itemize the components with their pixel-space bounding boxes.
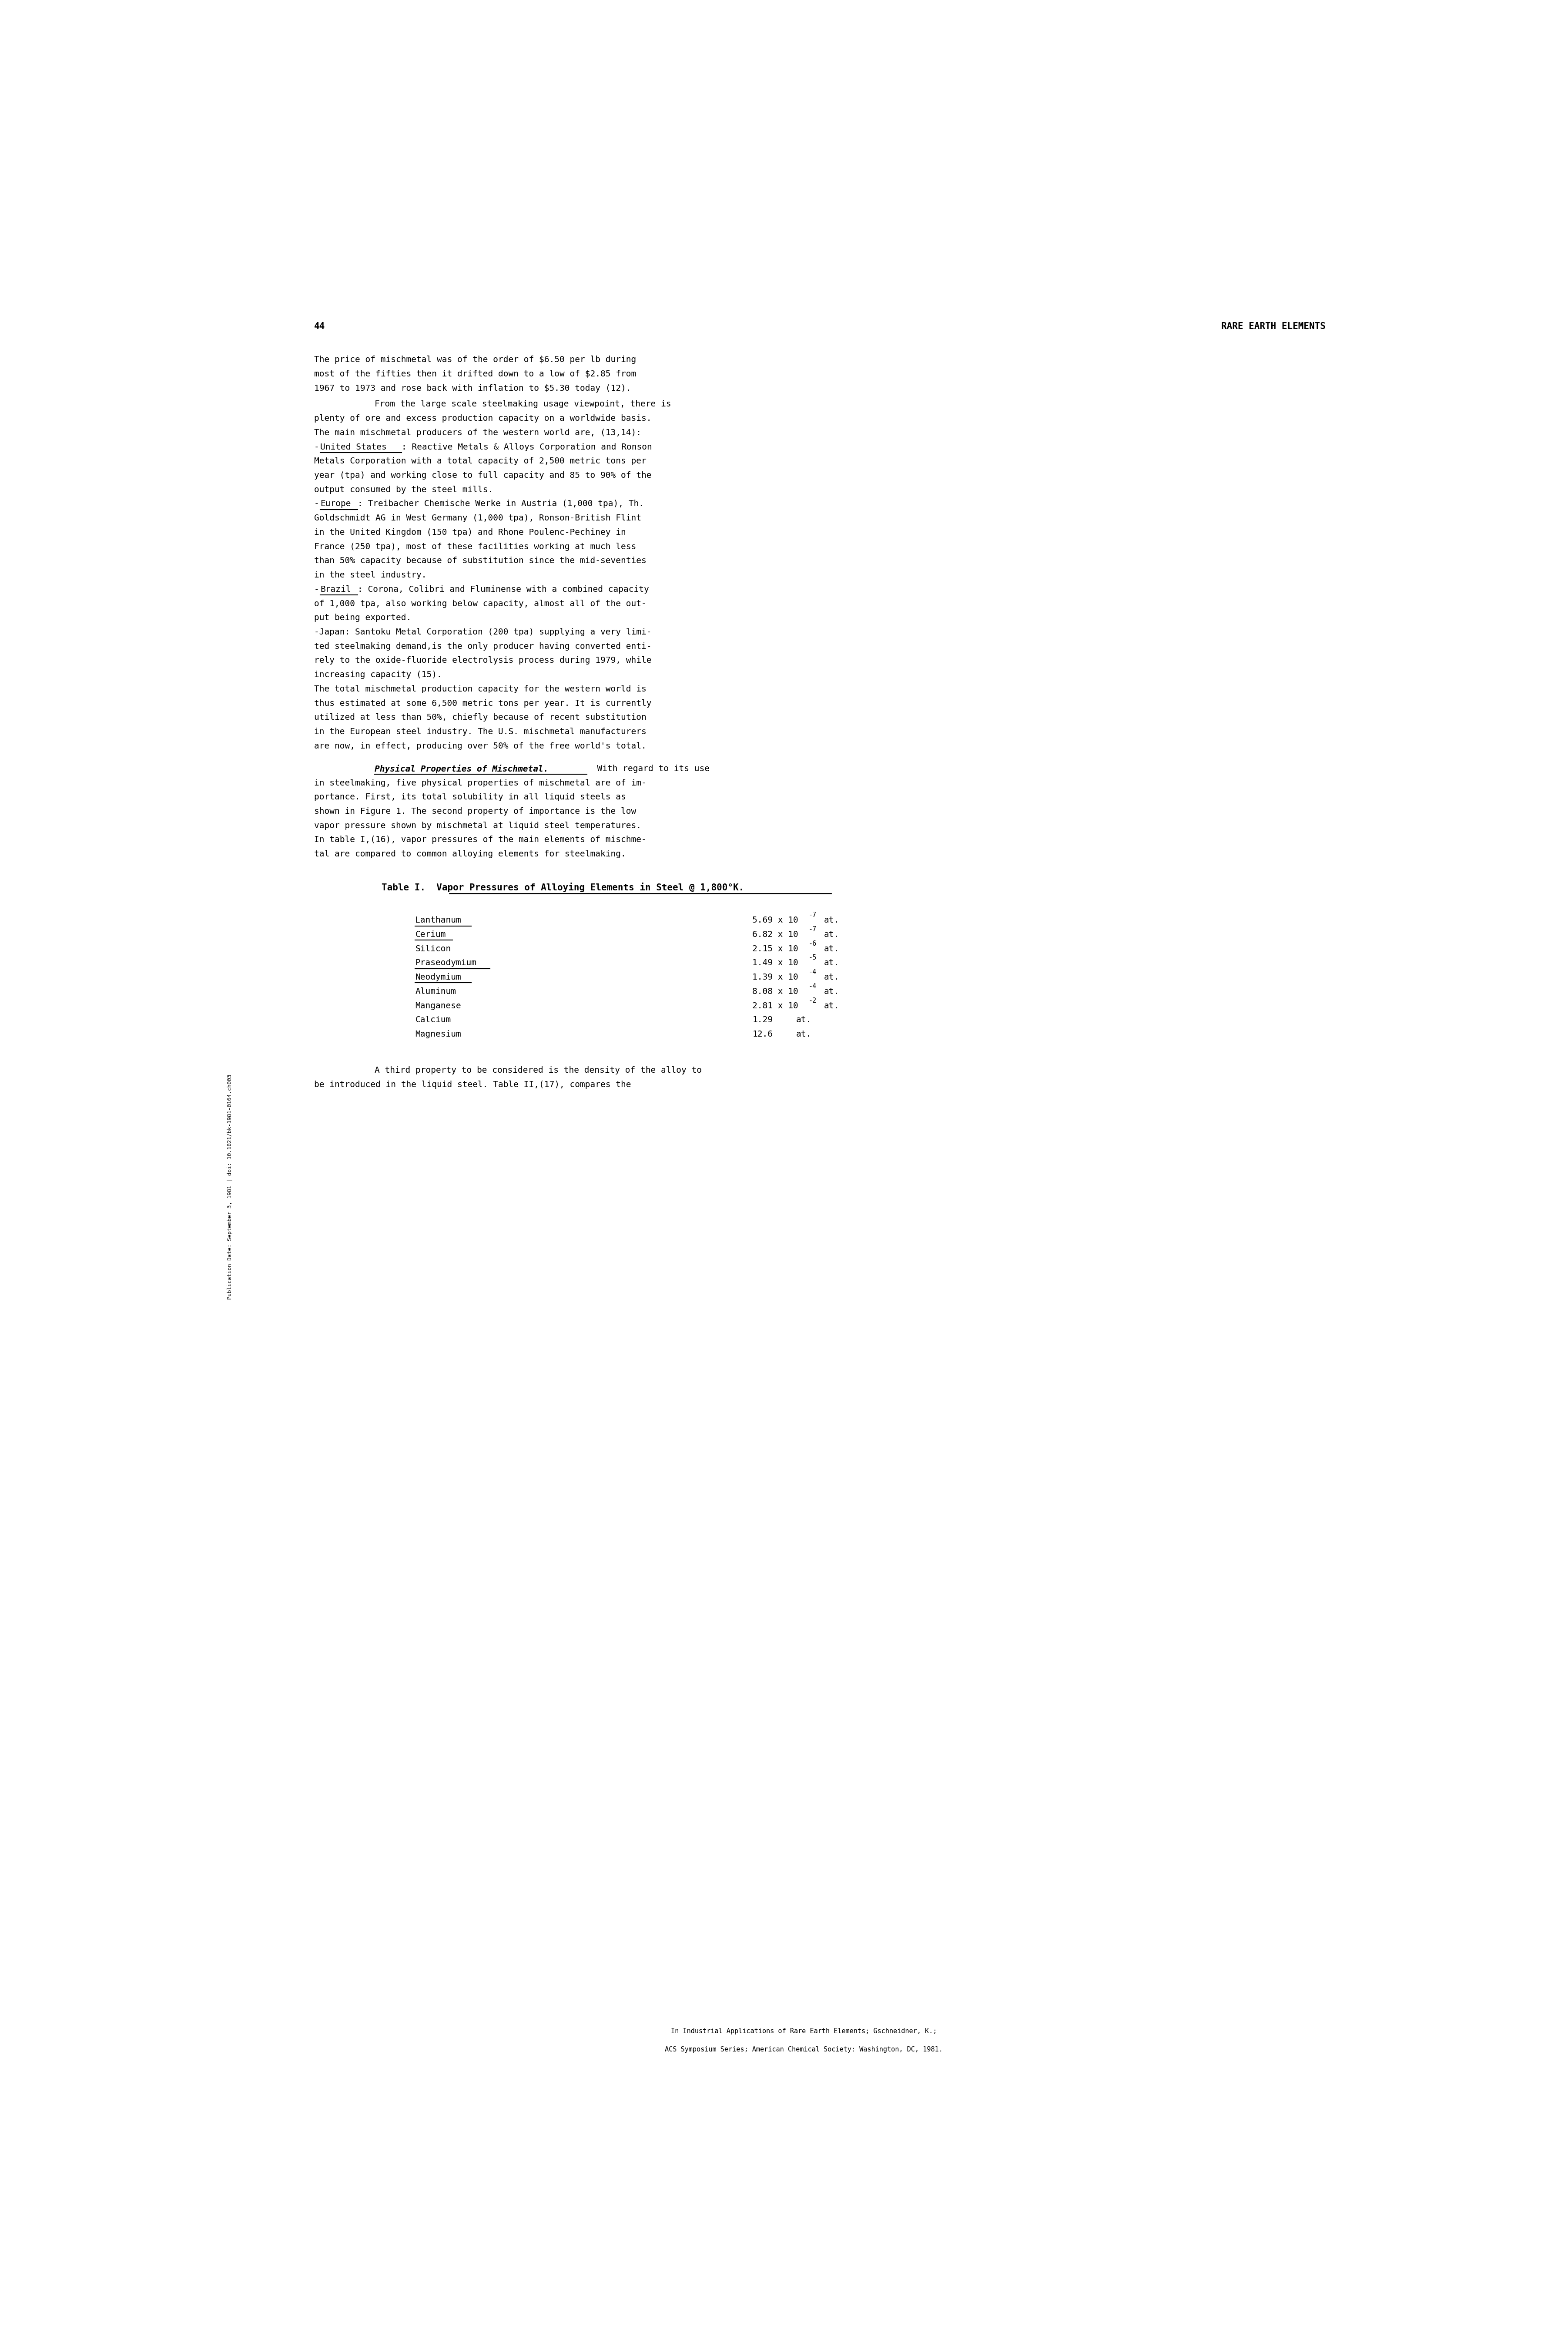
Text: The price of mischmetal was of the order of $6.50 per lb during: The price of mischmetal was of the order… bbox=[314, 355, 637, 364]
Text: rely to the oxide-fluoride electrolysis process during 1979, while: rely to the oxide-fluoride electrolysis … bbox=[314, 656, 651, 665]
Text: utilized at less than 50%, chiefly because of recent substitution: utilized at less than 50%, chiefly becau… bbox=[314, 714, 646, 721]
Text: The main mischmetal producers of the western world are, (13,14):: The main mischmetal producers of the wes… bbox=[314, 428, 641, 437]
Text: at.: at. bbox=[823, 1001, 839, 1010]
Text: Goldschmidt AG in West Germany (1,000 tpa), Ronson-British Flint: Goldschmidt AG in West Germany (1,000 tp… bbox=[314, 515, 641, 522]
Text: put being exported.: put being exported. bbox=[314, 613, 411, 623]
Text: 8.08 x 10: 8.08 x 10 bbox=[753, 987, 798, 996]
Text: From the large scale steelmaking usage viewpoint, there is: From the large scale steelmaking usage v… bbox=[375, 400, 671, 409]
Text: 6.82 x 10: 6.82 x 10 bbox=[753, 931, 798, 938]
Text: vapor pressure shown by mischmetal at liquid steel temperatures.: vapor pressure shown by mischmetal at li… bbox=[314, 822, 641, 830]
Text: With regard to its use: With regard to its use bbox=[586, 764, 709, 773]
Text: Brazil: Brazil bbox=[320, 585, 351, 595]
Text: United States: United States bbox=[320, 442, 387, 451]
Text: Physical Properties of Mischmetal.: Physical Properties of Mischmetal. bbox=[375, 764, 549, 773]
Text: -7: -7 bbox=[809, 926, 817, 933]
Text: Neodymium: Neodymium bbox=[416, 973, 461, 982]
Text: Lanthanum: Lanthanum bbox=[416, 916, 461, 924]
Text: -: - bbox=[314, 585, 320, 595]
Text: portance. First, its total solubility in all liquid steels as: portance. First, its total solubility in… bbox=[314, 792, 626, 801]
Text: In table I,(16), vapor pressures of the main elements of mischme-: In table I,(16), vapor pressures of the … bbox=[314, 837, 646, 844]
Text: France (250 tpa), most of these facilities working at much less: France (250 tpa), most of these faciliti… bbox=[314, 543, 637, 550]
Text: ACS Symposium Series; American Chemical Society: Washington, DC, 1981.: ACS Symposium Series; American Chemical … bbox=[665, 2047, 942, 2054]
Text: -4: -4 bbox=[809, 982, 817, 989]
Text: 12.6: 12.6 bbox=[753, 1029, 773, 1039]
Text: increasing capacity (15).: increasing capacity (15). bbox=[314, 670, 442, 679]
Text: 2.81 x 10: 2.81 x 10 bbox=[753, 1001, 798, 1010]
Text: at.: at. bbox=[795, 1015, 811, 1025]
Text: 5.69 x 10: 5.69 x 10 bbox=[753, 916, 798, 924]
Text: In Industrial Applications of Rare Earth Elements; Gschneidner, K.;: In Industrial Applications of Rare Earth… bbox=[671, 2028, 936, 2035]
Text: Publication Date: September 3, 1981 | doi: 10.1021/bk-1981-0164.ch003: Publication Date: September 3, 1981 | do… bbox=[227, 1074, 232, 1300]
Text: 1967 to 1973 and rose back with inflation to $5.30 today (12).: 1967 to 1973 and rose back with inflatio… bbox=[314, 383, 630, 392]
Text: : Corona, Colibri and Fluminense with a combined capacity: : Corona, Colibri and Fluminense with a … bbox=[358, 585, 649, 595]
Text: year (tpa) and working close to full capacity and 85 to 90% of the: year (tpa) and working close to full cap… bbox=[314, 472, 651, 479]
Text: in steelmaking, five physical properties of mischmetal are of im-: in steelmaking, five physical properties… bbox=[314, 778, 646, 787]
Text: Magnesium: Magnesium bbox=[416, 1029, 461, 1039]
Text: 1.29: 1.29 bbox=[753, 1015, 773, 1025]
Text: -: - bbox=[314, 501, 320, 508]
Text: -: - bbox=[314, 442, 320, 451]
Text: Manganese: Manganese bbox=[416, 1001, 461, 1010]
Text: Aluminum: Aluminum bbox=[416, 987, 456, 996]
Text: The total mischmetal production capacity for the western world is: The total mischmetal production capacity… bbox=[314, 684, 646, 693]
Text: : Treibacher Chemische Werke in Austria (1,000 tpa), Th.: : Treibacher Chemische Werke in Austria … bbox=[358, 501, 644, 508]
Text: at.: at. bbox=[823, 945, 839, 952]
Text: -5: -5 bbox=[809, 954, 817, 961]
Text: -7: -7 bbox=[809, 912, 817, 919]
Text: are now, in effect, producing over 50% of the free world's total.: are now, in effect, producing over 50% o… bbox=[314, 743, 646, 750]
Text: -Japan: Santoku Metal Corporation (200 tpa) supplying a very limi-: -Japan: Santoku Metal Corporation (200 t… bbox=[314, 627, 651, 637]
Text: 1.39 x 10: 1.39 x 10 bbox=[753, 973, 798, 982]
Text: at.: at. bbox=[823, 987, 839, 996]
Text: of 1,000 tpa, also working below capacity, almost all of the out-: of 1,000 tpa, also working below capacit… bbox=[314, 599, 646, 609]
Text: 44: 44 bbox=[314, 322, 325, 331]
Text: be introduced in the liquid steel. Table II,(17), compares the: be introduced in the liquid steel. Table… bbox=[314, 1081, 630, 1088]
Text: thus estimated at some 6,500 metric tons per year. It is currently: thus estimated at some 6,500 metric tons… bbox=[314, 700, 651, 707]
Text: Silicon: Silicon bbox=[416, 945, 452, 952]
Text: at.: at. bbox=[823, 973, 839, 982]
Text: in the United Kingdom (150 tpa) and Rhone Poulenc-Pechiney in: in the United Kingdom (150 tpa) and Rhon… bbox=[314, 529, 626, 536]
Text: A third property to be considered is the density of the alloy to: A third property to be considered is the… bbox=[375, 1067, 702, 1074]
Text: than 50% capacity because of substitution since the mid-seventies: than 50% capacity because of substitutio… bbox=[314, 557, 646, 564]
Text: in the steel industry.: in the steel industry. bbox=[314, 571, 426, 580]
Text: output consumed by the steel mills.: output consumed by the steel mills. bbox=[314, 486, 492, 494]
Text: Metals Corporation with a total capacity of 2,500 metric tons per: Metals Corporation with a total capacity… bbox=[314, 458, 646, 465]
Text: at.: at. bbox=[823, 959, 839, 968]
Text: ted steelmaking demand,is the only producer having converted enti-: ted steelmaking demand,is the only produ… bbox=[314, 642, 651, 651]
Text: 1.49 x 10: 1.49 x 10 bbox=[753, 959, 798, 968]
Text: Praseodymium: Praseodymium bbox=[416, 959, 477, 968]
Text: in the European steel industry. The U.S. mischmetal manufacturers: in the European steel industry. The U.S.… bbox=[314, 728, 646, 736]
Text: RARE EARTH ELEMENTS: RARE EARTH ELEMENTS bbox=[1221, 322, 1325, 331]
Text: at.: at. bbox=[795, 1029, 811, 1039]
Text: plenty of ore and excess production capacity on a worldwide basis.: plenty of ore and excess production capa… bbox=[314, 414, 651, 423]
Text: : Reactive Metals & Alloys Corporation and Ronson: : Reactive Metals & Alloys Corporation a… bbox=[401, 442, 652, 451]
Text: shown in Figure 1. The second property of importance is the low: shown in Figure 1. The second property o… bbox=[314, 808, 637, 815]
Text: Table I.  Vapor Pressures of Alloying Elements in Steel @ 1,800°K.: Table I. Vapor Pressures of Alloying Ele… bbox=[381, 884, 743, 893]
Text: Calcium: Calcium bbox=[416, 1015, 452, 1025]
Text: at.: at. bbox=[823, 931, 839, 938]
Text: 2.15 x 10: 2.15 x 10 bbox=[753, 945, 798, 952]
Text: -2: -2 bbox=[809, 996, 817, 1003]
Text: Cerium: Cerium bbox=[416, 931, 445, 938]
Text: tal are compared to common alloying elements for steelmaking.: tal are compared to common alloying elem… bbox=[314, 851, 626, 858]
Text: most of the fifties then it drifted down to a low of $2.85 from: most of the fifties then it drifted down… bbox=[314, 369, 637, 378]
Text: -4: -4 bbox=[809, 968, 817, 975]
Text: at.: at. bbox=[823, 916, 839, 924]
Text: -6: -6 bbox=[809, 940, 817, 947]
Text: Europe: Europe bbox=[320, 501, 351, 508]
